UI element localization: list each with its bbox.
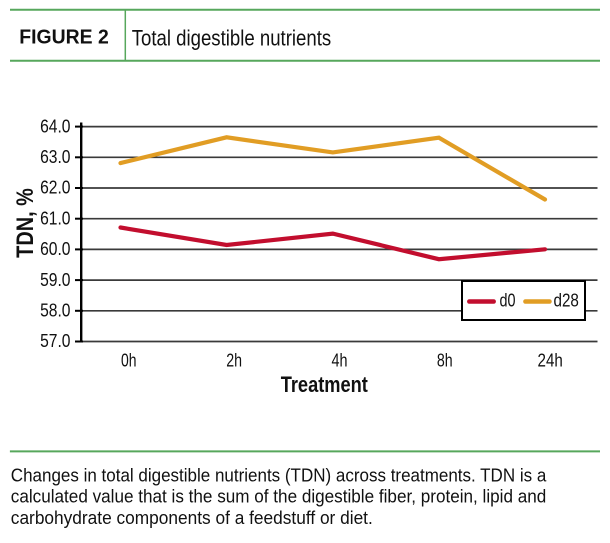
svg-text:24h: 24h [538,350,563,370]
svg-text:8h: 8h [437,350,453,370]
svg-text:64.0: 64.0 [40,116,70,136]
svg-text:carbohydrate components of a f: carbohydrate components of a feedstuff o… [11,507,373,528]
svg-text:Treatment: Treatment [281,372,369,397]
svg-text:Changes in total digestible nu: Changes in total digestible nutrients (T… [11,464,547,485]
svg-text:61.0: 61.0 [40,208,70,228]
svg-text:57.0: 57.0 [40,331,70,351]
svg-text:58.0: 58.0 [40,301,70,321]
svg-text:59.0: 59.0 [40,270,70,290]
svg-text:4h: 4h [332,350,348,370]
svg-text:d28: d28 [554,291,579,311]
svg-text:TDN, %: TDN, % [12,188,39,258]
svg-text:Total digestible nutrients: Total digestible nutrients [132,25,332,50]
svg-text:FIGURE 2: FIGURE 2 [19,26,109,48]
svg-text:2h: 2h [226,350,242,370]
svg-text:0h: 0h [121,350,137,370]
svg-text:62.0: 62.0 [40,178,70,198]
svg-text:60.0: 60.0 [40,239,70,259]
svg-text:63.0: 63.0 [40,147,70,167]
svg-text:d0: d0 [500,291,516,311]
svg-text:calculated value that is the s: calculated value that is the sum of the … [11,486,547,507]
